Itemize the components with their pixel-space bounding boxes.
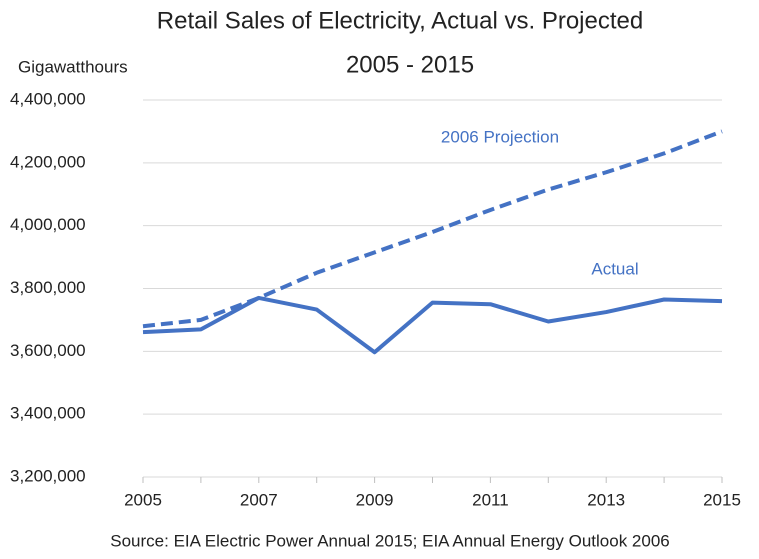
y-tick-label: 4,000,000 [10,215,86,234]
x-tick-label: 2015 [703,490,741,509]
series-line [142,129,723,329]
x-tick-label: 2013 [587,490,625,509]
x-tick-label: 2009 [356,490,394,509]
y-tick-label: 3,800,000 [10,278,86,297]
series-line [142,295,723,355]
x-tick-label: 2005 [124,490,162,509]
y-tick-label: 4,200,000 [10,152,86,171]
series-label: Actual [591,259,638,278]
chart-subtitle: 2005 - 2015 [346,51,474,78]
y-tick-label: 3,400,000 [10,404,86,423]
chart-title: Retail Sales of Electricity, Actual vs. … [157,7,643,34]
source-note: Source: EIA Electric Power Annual 2015; … [110,531,669,550]
y-tick-label: 3,600,000 [10,341,86,360]
y-tick-label: 4,400,000 [10,89,86,108]
x-tick-label: 2007 [240,490,278,509]
y-tick-label: 3,200,000 [10,466,86,485]
y-axis-label: Gigawatthours [18,57,128,76]
x-tick-label: 2011 [472,490,509,509]
series-label: 2006 Projection [441,127,559,146]
